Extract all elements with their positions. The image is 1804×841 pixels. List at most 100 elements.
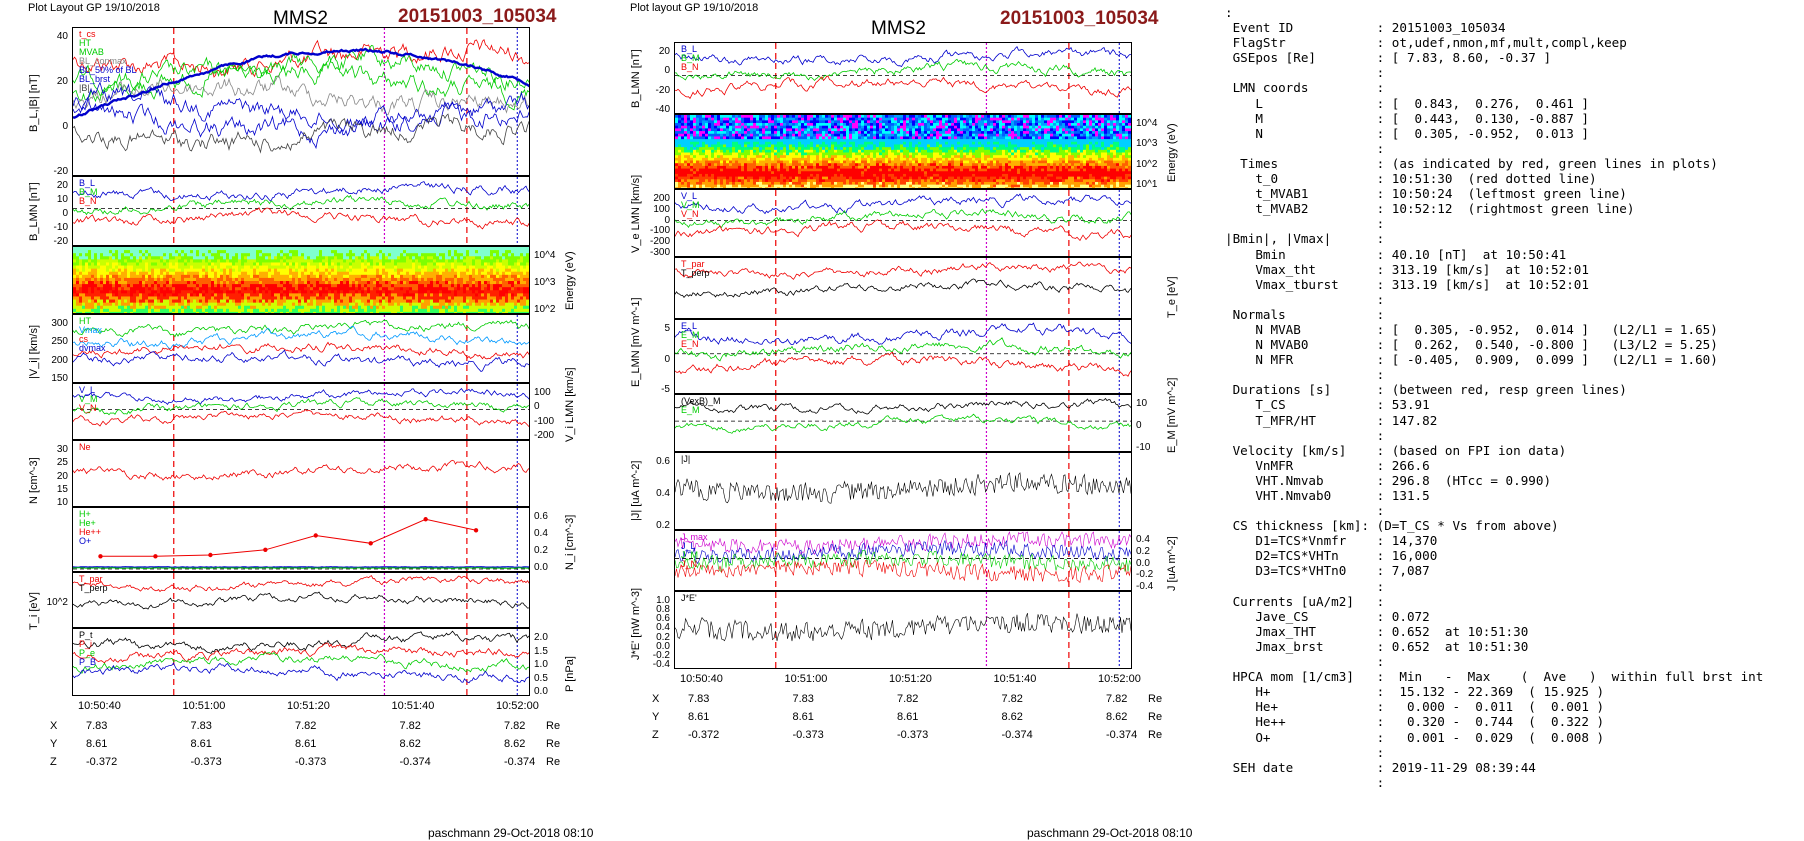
- left-series-0-1: [73, 44, 529, 96]
- x-tick-label: 10:50:40: [78, 700, 121, 712]
- info-line: :: [1225, 291, 1385, 307]
- position-axis-label: X: [50, 720, 58, 732]
- info-line: D1=TCS*Vnmfr : 14,370: [1225, 533, 1438, 549]
- position-value: 7.82: [399, 720, 421, 732]
- x-tick-label: 10:52:00: [1098, 673, 1141, 685]
- info-line: Bmin : 40.10 [nT] at 10:50:41: [1225, 246, 1567, 262]
- info-line: :: [1225, 578, 1385, 594]
- middle-ylabel-6: |J| [uA m^-2]: [630, 460, 642, 521]
- y-tick-label: -0.2: [652, 649, 670, 661]
- left-series-7-0: [73, 575, 529, 593]
- legend-entry: V_M: [79, 394, 98, 404]
- left-panel-svg-8: [73, 629, 529, 695]
- middle-series-6-0: [675, 472, 1131, 504]
- y-tick-label: 0.6: [656, 456, 670, 467]
- left-panel-svg-5: [73, 441, 529, 506]
- middle-panel-6: |J|: [674, 452, 1132, 530]
- info-line: N MVAB : [ 0.305, -0.952, 0.014 ] (L2/L1…: [1225, 321, 1718, 337]
- position-unit: Re: [546, 720, 561, 732]
- legend-entry: V_N: [79, 403, 97, 413]
- y-tick-label: 10^2: [1136, 158, 1158, 170]
- y-tick-label: 5: [664, 323, 670, 334]
- left-series-3-3: [73, 349, 529, 372]
- middle-series-4-1: [675, 337, 1131, 362]
- position-value: -0.372: [688, 729, 720, 741]
- bl-smooth-line: [73, 47, 529, 119]
- middle-panel-svg-1: [675, 115, 1131, 188]
- x-tick-label: 10:51:40: [391, 700, 435, 712]
- left-series-5-0: [73, 459, 529, 481]
- legend-entry: BL_50% of BL: [79, 65, 137, 75]
- position-unit: Re: [546, 756, 561, 768]
- legend-entry: P_t: [79, 630, 93, 640]
- info-line: :: [1225, 503, 1385, 519]
- legend-entry: E_N: [681, 339, 699, 349]
- left-series-8-0: [73, 630, 529, 655]
- legend-entry: E_M: [681, 405, 700, 415]
- legend-entry: HT: [79, 38, 91, 48]
- info-line: He+ : 0.000 - 0.011 ( 0.001 ): [1225, 699, 1605, 715]
- hepp-density-point: [473, 528, 479, 533]
- middle-panel-5: (VexB)_M E_M: [674, 394, 1132, 452]
- left-layout-header: Plot Layout GP 19/10/2018: [28, 2, 160, 14]
- middle-panel-svg-6: [675, 453, 1131, 529]
- y-tick-label: 0.6: [656, 613, 670, 625]
- y-tick-label: 0: [664, 214, 670, 226]
- info-line: :: [1225, 5, 1233, 20]
- y-tick-label: 15: [56, 483, 68, 495]
- info-line: LMN coords :: [1225, 80, 1385, 96]
- y-tick-label: 2.0: [534, 632, 548, 643]
- y-tick-label: 10^3: [534, 277, 556, 288]
- position-value: -0.374: [504, 756, 536, 768]
- y-tick-label: 10^4: [534, 250, 556, 261]
- legend-entry: E_M: [681, 330, 700, 340]
- info-line: D3=TCS*VHTn0 : 7,087: [1225, 563, 1430, 579]
- position-axis-label: Z: [50, 756, 57, 768]
- left-panel-svg-3: [73, 315, 529, 382]
- y-tick-label: 0.2: [1136, 545, 1150, 557]
- middle-panel-7: J_max J_L J_M J_N: [674, 530, 1132, 591]
- left-ylabel-7: T_i [eV]: [28, 592, 40, 630]
- info-line: t_MVAB1 : 10:50:24 (leftmost green line): [1225, 186, 1627, 202]
- info-line: CS thickness [km]: (D=T_CS * Vs from abo…: [1225, 518, 1559, 534]
- info-line: :: [1225, 774, 1385, 790]
- middle-ylabel-0: B_LMN [nT]: [630, 49, 642, 108]
- left-ylabel-1: B_LMN [nT]: [28, 182, 40, 241]
- info-line: :: [1225, 367, 1385, 383]
- middle-panel-1: [674, 114, 1132, 189]
- info-line: :: [1225, 427, 1385, 443]
- info-line: VHT.Nmvab : 296.8 (HTcc = 0.990): [1225, 472, 1552, 488]
- position-value: -0.374: [1001, 729, 1033, 741]
- left-ylabel-4: V_i LMN [km/s]: [564, 366, 576, 442]
- y-tick-label: -0.4: [1136, 581, 1154, 592]
- position-unit: Re: [1148, 711, 1163, 723]
- info-line: Vmax_tburst : 313.19 [km/s] at 10:52:01: [1225, 276, 1589, 292]
- middle-panel-svg-3: [675, 258, 1131, 318]
- y-tick-label: 0.0: [534, 686, 548, 697]
- legend-entry: J_N: [681, 559, 698, 569]
- left-series-8-2: [73, 651, 529, 674]
- middle-series-7-2: [675, 549, 1131, 573]
- y-tick-label: 100: [534, 387, 551, 398]
- y-tick-label: 0.8: [656, 604, 670, 616]
- y-tick-label: 1.5: [534, 645, 548, 657]
- position-value: 7.83: [190, 720, 212, 732]
- left-panel-2: [72, 246, 530, 314]
- info-line: He++ : 0.320 - 0.744 ( 0.322 ): [1225, 714, 1605, 730]
- y-tick-label: 0.2: [656, 631, 670, 643]
- legend-entry: P_B: [79, 657, 97, 667]
- info-line: t_MVAB2 : 10:52:12 (rightmost green line…: [1225, 201, 1635, 217]
- y-tick-label: 0: [664, 65, 670, 77]
- position-unit: Re: [1148, 729, 1163, 741]
- legend-entry: E_L: [681, 321, 698, 331]
- y-tick-label: 0.0: [1136, 557, 1150, 569]
- y-tick-label: 30: [56, 444, 68, 455]
- middle-series-2-2: [675, 219, 1131, 242]
- middle-series-3-1: [675, 278, 1131, 299]
- middle-panel-svg-5: [675, 395, 1131, 451]
- info-line: L : [ 0.843, 0.276, 0.461 ]: [1225, 95, 1589, 111]
- hepp-density-point: [98, 554, 103, 559]
- position-value: -0.373: [897, 729, 929, 741]
- position-value: 7.83: [86, 720, 108, 732]
- hepp-density-point: [368, 541, 373, 546]
